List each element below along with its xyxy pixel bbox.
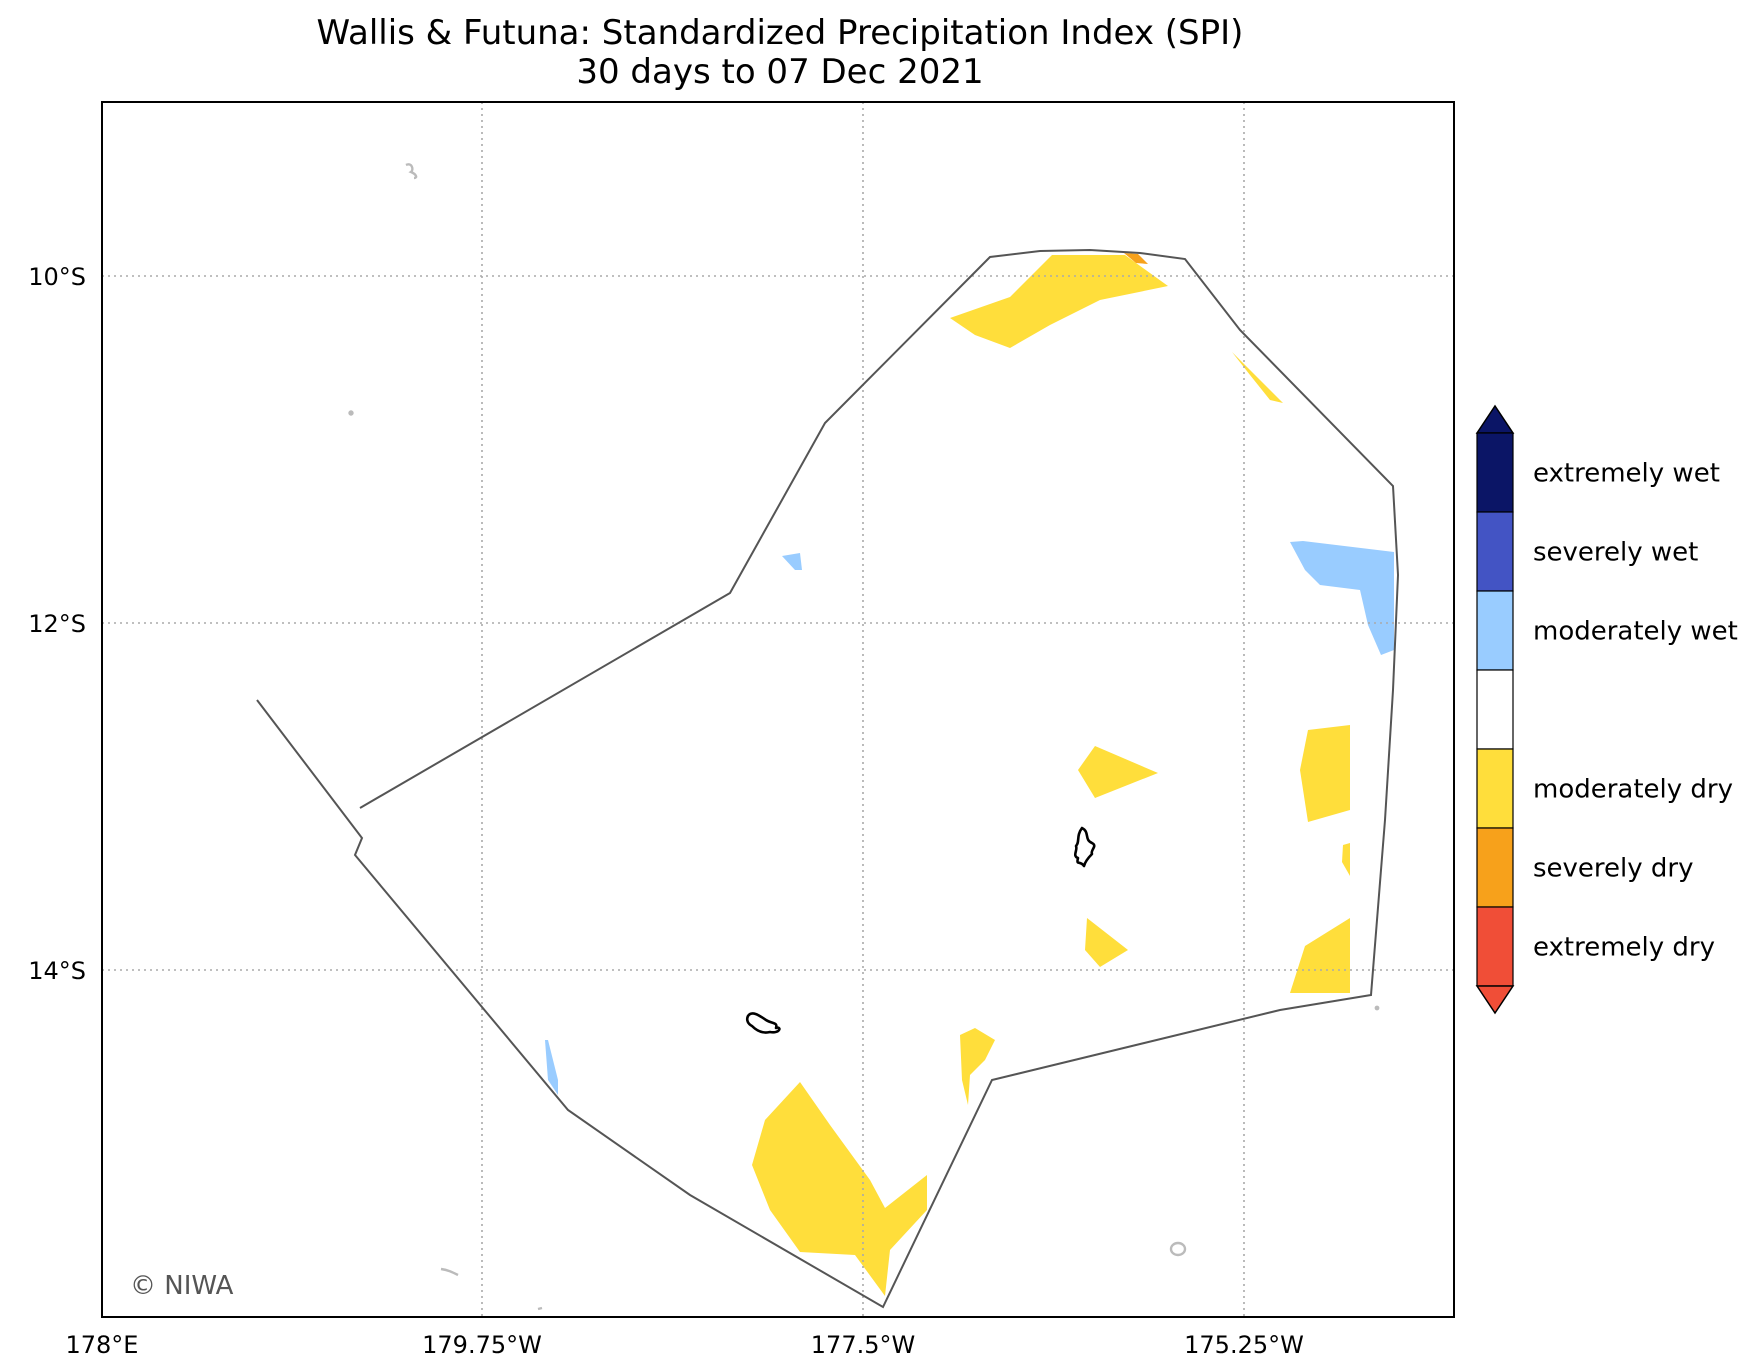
map-credit: © NIWA xyxy=(130,1271,234,1301)
eez-boundary xyxy=(256,248,1400,1309)
spi-legend: extremely wet severely wet moderately wet m… xyxy=(1475,404,1738,1015)
y-tick-label: 12°S xyxy=(28,610,86,638)
dry-patch-south-small xyxy=(960,1028,995,1105)
legend-label: severely wet xyxy=(1533,538,1698,568)
island-dot-east xyxy=(1374,1005,1380,1011)
dry-patch-central-upper xyxy=(1078,746,1158,798)
island-south-edge xyxy=(537,1306,543,1311)
legend-label: extremely wet xyxy=(1533,459,1720,489)
x-tick-label: 175.25°W xyxy=(1184,1331,1304,1359)
legend-swatch xyxy=(1476,511,1514,592)
map-frame xyxy=(101,101,1455,1318)
island-ring-south-east xyxy=(1169,1241,1187,1257)
legend-swatch xyxy=(1476,906,1514,987)
x-tick-label: 177.5°W xyxy=(811,1331,915,1359)
y-tick-label: 14°S xyxy=(28,957,86,985)
dry-patch-east-lower xyxy=(1290,918,1350,993)
dry-patch-south-large xyxy=(752,1082,927,1296)
islands xyxy=(745,826,1096,1034)
legend-extend-dry-arrow xyxy=(1475,985,1515,1015)
spi-anomaly-patches xyxy=(545,253,1394,1296)
island-uvea xyxy=(1073,826,1096,868)
severe-dry-patch-north xyxy=(1124,253,1148,264)
map-title-block: Wallis & Futuna: Standardized Precipitat… xyxy=(0,14,1560,92)
legend-swatch xyxy=(1476,669,1514,750)
island-south-west xyxy=(440,1267,459,1277)
map-subtitle: 30 days to 07 Dec 2021 xyxy=(576,52,984,92)
legend-swatch xyxy=(1476,432,1514,513)
legend-label: moderately wet xyxy=(1533,617,1738,647)
x-tick-label: 178°E xyxy=(66,1331,139,1359)
legend-label: extremely dry xyxy=(1533,933,1715,963)
legend-swatch xyxy=(1476,748,1514,829)
map-title: Wallis & Futuna: Standardized Precipitat… xyxy=(316,13,1244,53)
dry-patch-ne-sliver xyxy=(1232,352,1283,403)
map-gridlines xyxy=(102,102,1454,1317)
legend-label: moderately dry xyxy=(1533,775,1733,805)
island-small-dot-west xyxy=(348,410,354,416)
legend-extend-wet-arrow xyxy=(1475,404,1515,434)
island-futuna-alofi xyxy=(745,1012,781,1034)
wet-patch-east xyxy=(1290,541,1394,655)
wet-patch-small-central xyxy=(782,553,802,570)
legend-swatch xyxy=(1476,827,1514,908)
dry-patch-central-lower xyxy=(1085,918,1128,967)
y-tick-label: 10°S xyxy=(28,263,86,291)
distant-islands xyxy=(348,163,1380,1311)
x-tick-label: 179.75°W xyxy=(422,1331,542,1359)
dry-patch-east-upper xyxy=(1300,725,1350,822)
wet-patch-southwest xyxy=(545,1040,558,1095)
legend-label: severely dry xyxy=(1533,854,1694,884)
dry-patch-north xyxy=(950,255,1168,348)
dry-patch-east-sliver xyxy=(1342,843,1350,876)
legend-swatch xyxy=(1476,590,1514,671)
island-tokelau-area xyxy=(405,163,418,180)
